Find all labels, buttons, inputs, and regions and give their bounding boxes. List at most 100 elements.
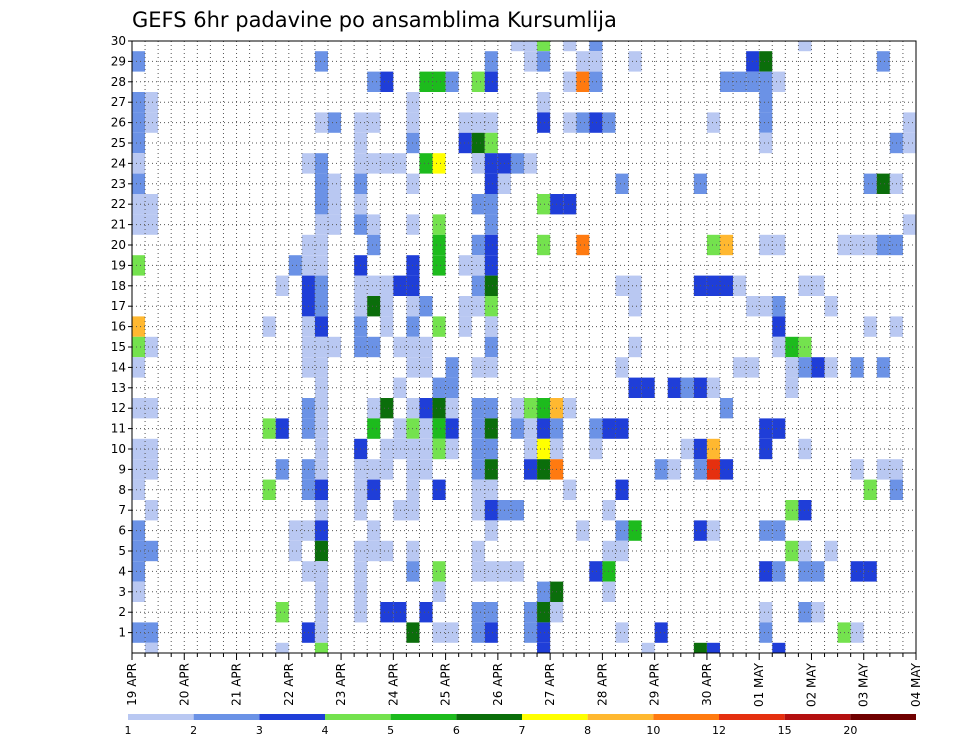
heatmap-cell [615, 275, 629, 296]
heatmap-cell [432, 377, 446, 398]
heatmap-cell [432, 71, 446, 92]
heatmap-cell [850, 234, 864, 256]
heatmap-cell [484, 602, 498, 623]
heatmap-cell [510, 153, 524, 174]
x-date-label: 20 APR [177, 663, 191, 706]
heatmap-cell [524, 459, 538, 480]
heatmap-cell [654, 622, 668, 643]
y-tick-label: 25 [111, 136, 126, 150]
legend-threshold-label: 12 [712, 724, 726, 737]
heatmap-cell [537, 581, 551, 602]
heatmap-cell [419, 398, 433, 419]
heatmap-cell [484, 398, 498, 419]
heatmap-cell [785, 357, 799, 378]
heatmap-cell [759, 112, 773, 133]
heatmap-cell [484, 357, 498, 378]
heatmap-cell [432, 561, 446, 582]
y-tick-label: 4 [118, 564, 126, 578]
heatmap-cell [850, 561, 864, 582]
heatmap-cell [471, 479, 485, 500]
heatmap-cell [314, 459, 328, 480]
heatmap-cell [419, 153, 433, 174]
heatmap-cell [759, 622, 773, 643]
heatmap-cell [902, 132, 916, 154]
heatmap-cell [262, 316, 276, 337]
heatmap-cell [733, 71, 747, 92]
heatmap-cell [798, 41, 812, 52]
heatmap-cell [824, 296, 838, 317]
y-tick-label: 21 [111, 218, 126, 232]
heatmap-cell [615, 173, 629, 194]
heatmap-cell [850, 459, 864, 480]
y-tick-label: 23 [111, 177, 126, 191]
heatmap-cell [367, 234, 381, 256]
heatmap-cell [759, 92, 773, 113]
heatmap-cell [524, 153, 538, 174]
heatmap-cell [262, 418, 276, 439]
heatmap-cell [876, 459, 890, 480]
legend-threshold-label: 8 [584, 724, 591, 737]
heatmap-cell [132, 316, 146, 337]
heatmap-cell [314, 479, 328, 500]
heatmap-cell [432, 581, 446, 602]
legend-swatch [653, 714, 719, 720]
heatmap-cell [510, 500, 524, 521]
heatmap-cell [314, 234, 328, 256]
heatmap-cell [145, 459, 159, 480]
heatmap-cell [458, 316, 472, 337]
heatmap-cell [902, 214, 916, 235]
heatmap-cell [471, 540, 485, 562]
heatmap-cell [537, 459, 551, 480]
heatmap-cell [811, 602, 825, 623]
heatmap-cell [145, 500, 159, 521]
heatmap-cell [484, 234, 498, 256]
heatmap-cell [759, 602, 773, 623]
heatmap-cell [132, 581, 146, 602]
heatmap-cell [471, 500, 485, 521]
heatmap-cell [706, 642, 720, 653]
heatmap-cell [314, 540, 328, 562]
heatmap-cell [667, 459, 681, 480]
heatmap-cell [824, 540, 838, 562]
heatmap-cell [380, 296, 394, 317]
heatmap-cell [680, 438, 694, 460]
heatmap-cell [419, 357, 433, 378]
heatmap-cell [471, 275, 485, 296]
heatmap-cell [458, 255, 472, 276]
heatmap-cell [314, 194, 328, 215]
heatmap-cell [641, 642, 655, 653]
heatmap-cell [145, 92, 159, 113]
heatmap-cell [484, 194, 498, 215]
y-tick-label: 26 [111, 116, 126, 130]
heatmap-cell [628, 296, 642, 317]
heatmap-cell [563, 71, 577, 92]
heatmap-cell [367, 398, 381, 419]
heatmap-cell [432, 418, 446, 439]
heatmap-cell [314, 296, 328, 317]
heatmap-cell [876, 234, 890, 256]
heatmap-cell [563, 479, 577, 500]
heatmap-cell [458, 112, 472, 133]
y-tick-label: 2 [118, 605, 126, 619]
legend-swatch [456, 714, 522, 720]
heatmap-cell [132, 520, 146, 541]
heatmap-cell [772, 234, 786, 256]
heatmap-cell [720, 398, 734, 419]
heatmap-cell [524, 51, 538, 72]
heatmap-cell [524, 602, 538, 623]
heatmap-cell [432, 234, 446, 256]
heatmap-cell [876, 51, 890, 72]
heatmap-cell [720, 71, 734, 92]
heatmap-cell [471, 459, 485, 480]
heatmap-cell [484, 112, 498, 133]
heatmap-cell [367, 520, 381, 541]
heatmap-cell [863, 316, 877, 337]
heatmap-cell [262, 479, 276, 500]
heatmap-cell [314, 173, 328, 194]
heatmap-cell [510, 561, 524, 582]
heatmap-cell [576, 51, 590, 72]
heatmap-cell [576, 520, 590, 541]
heatmap-cell [367, 296, 381, 317]
heatmap-cell [537, 418, 551, 439]
y-tick-label: 28 [111, 75, 126, 89]
